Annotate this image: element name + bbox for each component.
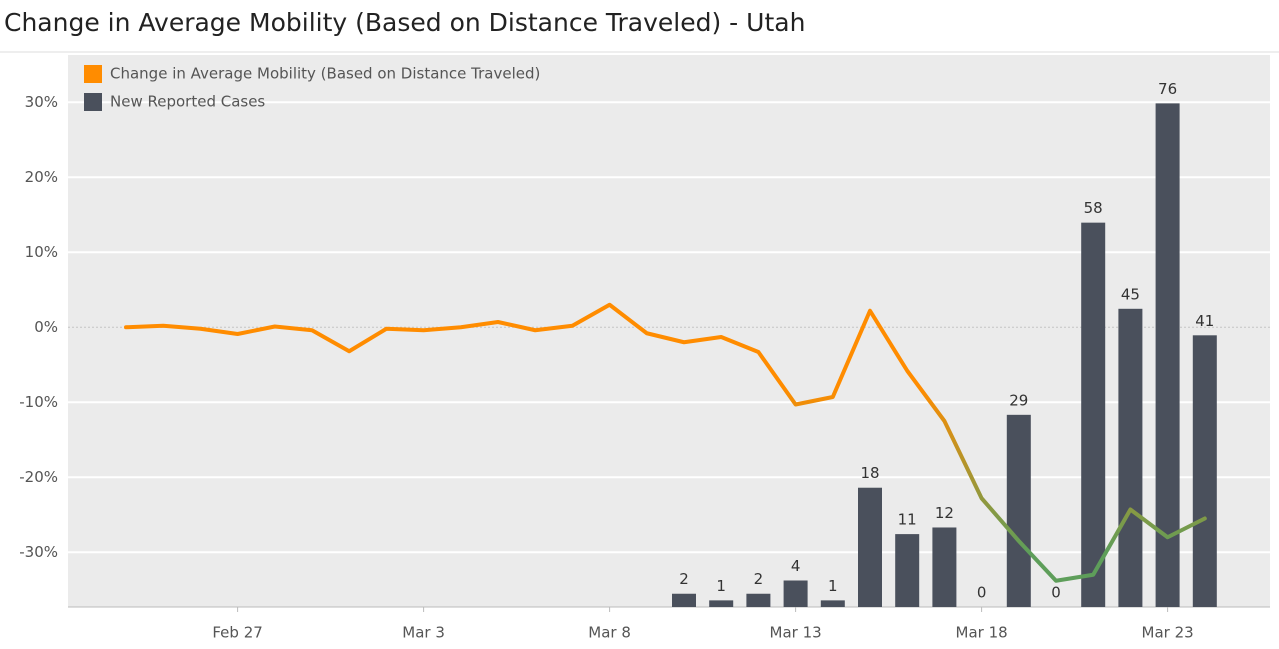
bar: [820, 600, 845, 607]
bar-label: 0: [977, 584, 987, 602]
bar: [1192, 335, 1217, 607]
x-tick-label: Mar 3: [402, 624, 445, 642]
mobility-line: [124, 302, 1207, 583]
legend-label: New Reported Cases: [110, 93, 265, 111]
x-tick-label: Feb 27: [212, 624, 262, 642]
legend-label: Change in Average Mobility (Based on Dis…: [110, 65, 540, 83]
bar: [1006, 414, 1031, 607]
bar-label: 2: [754, 570, 764, 588]
bar-label: 2: [679, 570, 689, 588]
bar-label: 18: [860, 464, 879, 482]
plot-area: [68, 55, 1270, 607]
y-tick-label: -30%: [19, 543, 58, 561]
bar-label: 58: [1084, 199, 1103, 217]
y-tick-label: 30%: [25, 93, 58, 111]
bar: [709, 600, 734, 607]
x-tick-label: Mar 18: [956, 624, 1008, 642]
y-tick-label: 10%: [25, 243, 58, 261]
y-tick-label: -20%: [19, 468, 58, 486]
bar-label: 12: [935, 504, 954, 522]
y-tick-label: 0%: [34, 318, 58, 336]
bar-label: 45: [1121, 285, 1140, 303]
bar-label: 0: [1051, 584, 1061, 602]
bar-label: 41: [1195, 312, 1214, 330]
legend-swatch: [84, 65, 102, 83]
bar: [783, 580, 808, 607]
bar: [1155, 103, 1180, 608]
bar: [932, 527, 957, 607]
bar-label: 11: [898, 511, 917, 529]
bar-label: 76: [1158, 80, 1177, 98]
y-tick-label: 20%: [25, 168, 58, 186]
x-tick-label: Mar 23: [1142, 624, 1194, 642]
chart-title: Change in Average Mobility (Based on Dis…: [4, 8, 805, 37]
x-tick-label: Mar 8: [588, 624, 631, 642]
bar: [1118, 308, 1143, 607]
bar-label: 1: [828, 577, 838, 595]
bar-label: 1: [716, 577, 726, 595]
bar: [858, 487, 882, 607]
bar-label: 29: [1009, 391, 1028, 409]
bar: [895, 534, 920, 607]
bar: [1081, 222, 1106, 607]
bar-label: 4: [791, 557, 801, 575]
bar: [672, 593, 696, 607]
legend-swatch: [84, 93, 102, 111]
x-tick-label: Mar 13: [770, 624, 822, 642]
y-tick-label: -10%: [19, 393, 58, 411]
bar: [746, 593, 771, 607]
